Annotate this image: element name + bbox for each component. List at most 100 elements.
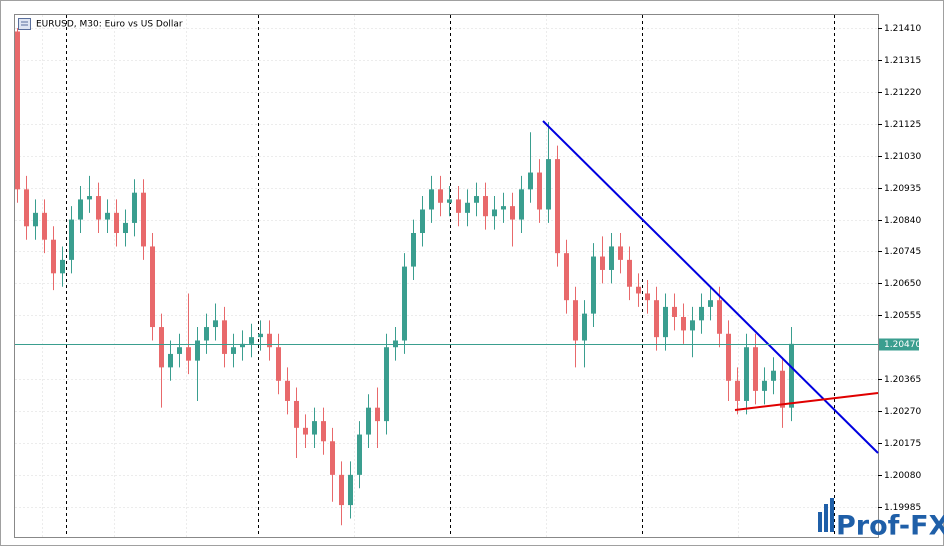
candle-body xyxy=(402,266,407,341)
candle-body xyxy=(438,189,443,203)
candle-body xyxy=(600,256,605,270)
candle-body xyxy=(24,189,29,227)
y-tick-label: 1.21410 xyxy=(884,24,921,34)
candle-body xyxy=(249,337,254,344)
candle-body xyxy=(123,222,128,234)
y-tick-label: 1.21030 xyxy=(884,152,921,162)
candle-body xyxy=(87,196,92,200)
candle-body xyxy=(681,316,686,331)
trend-line xyxy=(734,392,879,411)
candle-body xyxy=(537,172,542,210)
candle-body xyxy=(258,333,263,338)
candle-body xyxy=(411,233,416,267)
grid-layer xyxy=(15,15,878,537)
chart-title: EURUSD, M30: Euro vs US Dollar xyxy=(36,20,183,30)
candle-body xyxy=(276,347,281,381)
candle-body xyxy=(726,333,731,381)
y-tick-label: 1.19985 xyxy=(884,503,921,513)
current-price-box xyxy=(879,338,919,351)
candle-body xyxy=(753,347,758,391)
candle-body xyxy=(222,320,227,354)
trend-line xyxy=(542,120,879,454)
candle-body xyxy=(285,380,290,401)
current-price-label: 1.20470 xyxy=(884,340,921,350)
candle-body xyxy=(339,474,344,506)
candle-body xyxy=(375,407,380,422)
candle-body xyxy=(519,189,524,220)
candle-body xyxy=(42,212,47,240)
candle-body xyxy=(699,306,704,321)
candle-body xyxy=(294,400,299,428)
y-tick-label: 1.20080 xyxy=(884,471,921,481)
candle-body xyxy=(384,347,389,422)
candle-body xyxy=(312,421,317,435)
candle-body xyxy=(708,300,713,307)
candle-body xyxy=(447,199,452,203)
candle-body xyxy=(672,306,677,317)
candle-body xyxy=(303,427,308,435)
y-tick-label: 1.20840 xyxy=(884,216,921,226)
candle-body xyxy=(357,434,362,475)
watermark-logo xyxy=(818,498,834,532)
candle-body xyxy=(582,313,587,341)
y-tick-label: 1.20175 xyxy=(884,439,921,449)
candle-body xyxy=(546,159,551,210)
candle-body xyxy=(168,353,173,368)
candle-body xyxy=(555,159,560,254)
y-tick-label: 1.21220 xyxy=(884,88,921,98)
candle-body xyxy=(780,370,785,408)
candle-body xyxy=(609,246,614,270)
candle-body xyxy=(321,421,326,442)
y-tick-label: 1.20270 xyxy=(884,407,921,417)
candle-body xyxy=(564,253,569,301)
candle-body xyxy=(69,219,74,260)
candle-body xyxy=(744,347,749,401)
candle-body xyxy=(591,256,596,314)
candle-body xyxy=(510,206,515,220)
candle-body xyxy=(60,259,65,274)
candle-body xyxy=(33,212,38,227)
y-tick-label: 1.20650 xyxy=(884,279,921,289)
y-tick-label: 1.20555 xyxy=(884,311,921,321)
y-tick-label: 1.20935 xyxy=(884,184,921,194)
candle-body xyxy=(429,189,434,210)
candle-body xyxy=(213,320,218,328)
candle-body xyxy=(474,196,479,203)
candle-body xyxy=(267,333,272,348)
y-tick-label: 1.21125 xyxy=(884,120,921,130)
candle-body xyxy=(573,300,578,341)
candle-body xyxy=(789,343,794,408)
candle-body xyxy=(717,300,722,334)
candle-body xyxy=(15,31,20,190)
candle-body xyxy=(366,407,371,435)
candle-body xyxy=(483,196,488,217)
candle-body xyxy=(618,246,623,260)
candle-body xyxy=(186,347,191,361)
y-tick-label: 1.20745 xyxy=(884,247,921,257)
candle-body xyxy=(132,192,137,223)
candle-body xyxy=(636,286,641,294)
candle-body xyxy=(528,172,533,190)
candle-body xyxy=(393,340,398,348)
candle-body xyxy=(105,212,110,220)
candle-body xyxy=(159,327,164,368)
candle-body xyxy=(51,239,56,274)
candle-body xyxy=(735,380,740,401)
y-tick-label: 1.20365 xyxy=(884,375,921,385)
candle-body xyxy=(240,343,245,348)
candle-body xyxy=(465,202,470,213)
candle-body xyxy=(177,347,182,354)
candle-body xyxy=(645,293,650,301)
candle-body xyxy=(195,340,200,361)
candle-body xyxy=(663,306,668,338)
candle-body xyxy=(231,347,236,354)
candle-body xyxy=(492,209,497,217)
title-icon xyxy=(18,18,31,30)
candle-body xyxy=(78,199,83,220)
candle-body xyxy=(690,320,695,331)
candle-body xyxy=(501,206,506,210)
candle-body xyxy=(456,199,461,213)
watermark: Prof-FX xyxy=(836,511,944,542)
